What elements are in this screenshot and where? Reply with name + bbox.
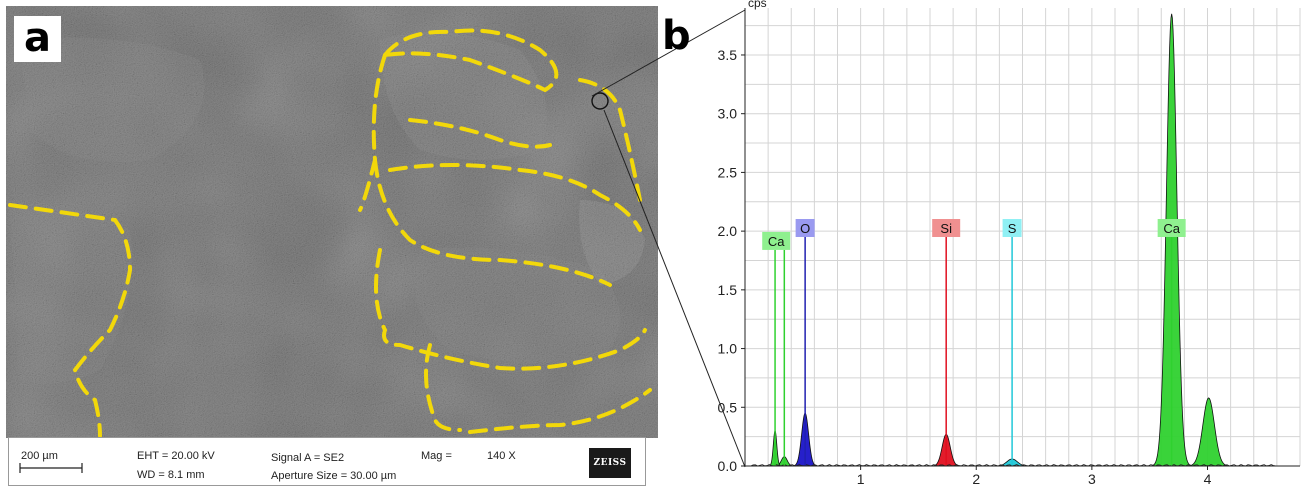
- eds-spectrum-chart: Ca O Si S Ca 0.0 0.5 1.0 1.5 2.0 2.5 3.0 3.5 1 2 3 4 cp…: [718, 0, 1301, 487]
- scale-bar-label: 200 µm: [21, 450, 58, 462]
- marker-label-ca: Ca: [768, 234, 785, 249]
- eht-text: EHT = 20.00 kV: [137, 450, 215, 462]
- marker-box-ca: [762, 231, 791, 250]
- panel-label-b: b: [662, 13, 691, 59]
- grain-outlines: [8, 28, 652, 438]
- sem-panel: a 200 µm EHT = 20.00 kV WD = 8.1 mm Sign…: [6, 6, 658, 486]
- marker-label-si: Si: [940, 221, 952, 236]
- mag-label: Mag =: [421, 450, 452, 462]
- scale-bar: [19, 463, 83, 473]
- sem-micrograph: [6, 6, 658, 438]
- y-tick-label: 0.5: [718, 399, 738, 415]
- signal-text: Signal A = SE2: [271, 452, 345, 464]
- sem-info-bar: 200 µm EHT = 20.00 kV WD = 8.1 mm Signal…: [8, 437, 646, 486]
- aperture-text: Aperture Size = 30.00 µm: [271, 470, 397, 482]
- element-markers: Ca O Si S Ca: [762, 219, 1186, 466]
- panel-label-a: a: [14, 16, 61, 62]
- wd-text: WD = 8.1 mm: [137, 469, 205, 481]
- chart-axes: 0.0 0.5 1.0 1.5 2.0 2.5 3.0 3.5 1 2 3 4: [718, 8, 1300, 487]
- marker-box-o: [795, 219, 815, 237]
- y-tick-label: 2.5: [718, 164, 738, 180]
- marker-label-o: O: [800, 221, 810, 236]
- x-tick-label: 1: [857, 471, 865, 487]
- x-tick-label: 2: [972, 471, 980, 487]
- y-tick-label: 3.0: [718, 106, 738, 122]
- marker-box-ca: [1157, 219, 1186, 237]
- x-tick-label: 4: [1204, 471, 1212, 487]
- y-tick-label: 3.5: [718, 47, 738, 63]
- y-tick-label: 0.0: [718, 458, 738, 474]
- mag-value: 140 X: [487, 450, 516, 462]
- marker-box-si: [932, 219, 961, 237]
- zeiss-logo: ZEISS: [589, 448, 631, 478]
- y-tick-label: 1.0: [718, 341, 738, 357]
- marker-box-s: [1002, 219, 1022, 237]
- x-tick-label: 3: [1088, 471, 1096, 487]
- chart-grid: [744, 8, 1301, 467]
- eds-spot-circle: [591, 92, 609, 110]
- marker-label-s: S: [1008, 221, 1017, 236]
- marker-label-ca: Ca: [1163, 221, 1180, 236]
- y-axis-label: cps: [748, 0, 767, 10]
- y-tick-label: 1.5: [718, 282, 738, 298]
- y-tick-label: 2.0: [718, 223, 738, 239]
